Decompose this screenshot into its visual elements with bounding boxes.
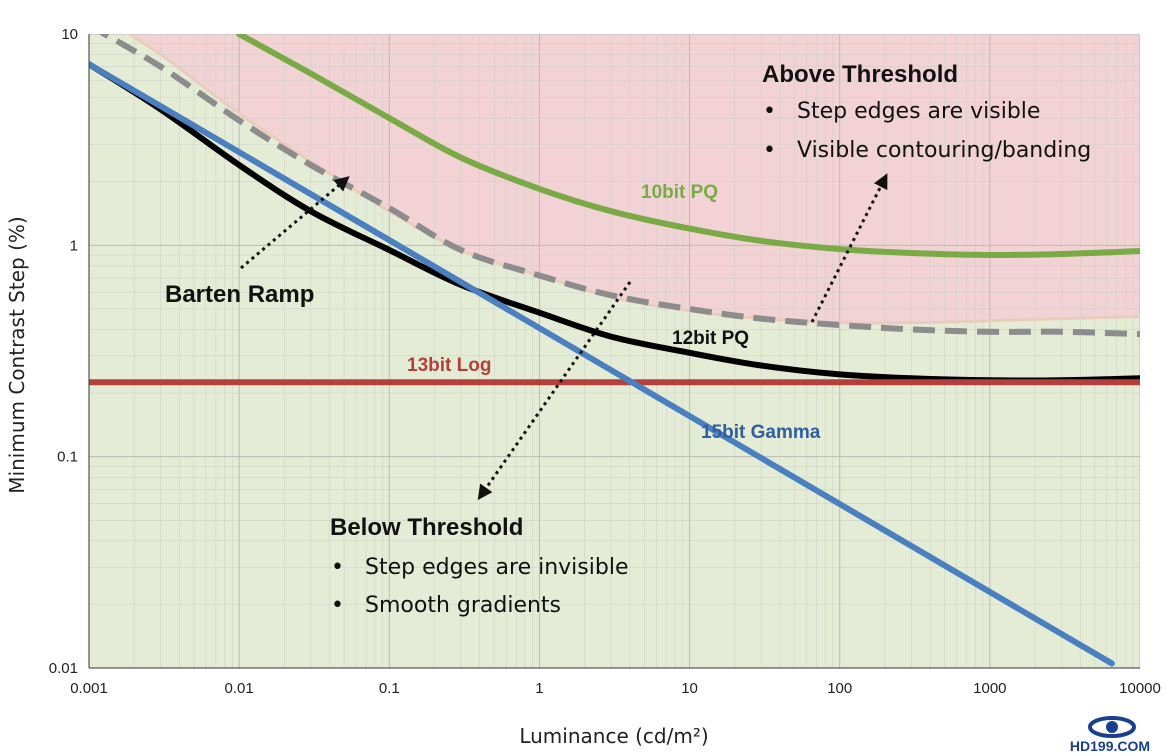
dashed-threshold-line xyxy=(98,34,1140,338)
above-bullet-dot-2: • xyxy=(763,138,776,163)
x-tick-label: 0.1 xyxy=(379,680,400,697)
x-tick-label: 0.01 xyxy=(225,680,254,697)
below-bullet-1: Step edges are invisible xyxy=(365,555,628,580)
below-threshold-annotation: Below Threshold • Step edges are invisib… xyxy=(330,514,628,618)
minor-gridlines xyxy=(89,34,1140,668)
label-15bit-gamma: 15bit Gamma xyxy=(701,422,821,443)
x-tick-label: 1000 xyxy=(973,680,1006,697)
y-axis-title: Minimum Contrast Step (%) xyxy=(5,216,29,493)
10bit-pq-line xyxy=(236,34,1140,259)
watermark: HD199.COM xyxy=(1070,716,1150,754)
label-13bit-log: 13bit Log xyxy=(407,355,491,376)
below-bullet-dot-1: • xyxy=(331,555,344,580)
above-bullet-2: Visible contouring/banding xyxy=(797,138,1091,163)
eye-logo-icon xyxy=(1088,716,1136,738)
y-tick-label: 0.01 xyxy=(49,660,78,677)
x-tick-label: 100 xyxy=(827,680,852,697)
barten-ramp-line xyxy=(126,34,1140,325)
y-tick-labels: 0.01 0.1 1 10 xyxy=(49,26,78,677)
x-tick-label: 10 xyxy=(681,680,698,697)
x-axis-title: Luminance (cd/m²) xyxy=(519,724,708,748)
y-tick-label: 0.1 xyxy=(57,449,78,466)
label-10bit-pq: 10bit PQ xyxy=(641,182,718,203)
below-bullet-dot-2: • xyxy=(331,593,344,618)
x-tick-label: 0.001 xyxy=(70,680,108,697)
x-tick-labels: 0.001 0.01 0.1 1 10 100 1000 10000 xyxy=(70,680,1161,697)
above-bullet-dot-1: • xyxy=(763,99,776,124)
watermark-text: HD199.COM xyxy=(1070,738,1150,754)
above-threshold-arrow xyxy=(810,173,888,323)
arrows xyxy=(240,173,888,501)
series-layer xyxy=(89,34,1140,667)
above-threshold-title: Above Threshold xyxy=(762,61,958,88)
y-tick-label: 1 xyxy=(70,237,78,254)
15bit-gamma-line xyxy=(89,61,1115,667)
x-tick-label: 1 xyxy=(535,680,543,697)
barten-arrow xyxy=(240,176,350,270)
above-bullet-1: Step edges are visible xyxy=(797,99,1040,124)
x-tick-label: 10000 xyxy=(1119,680,1161,697)
above-threshold-annotation: Above Threshold • Step edges are visible… xyxy=(762,61,1091,163)
below-threshold-arrow xyxy=(477,281,632,501)
y-tick-label: 10 xyxy=(61,26,78,43)
label-12bit-pq: 12bit PQ xyxy=(672,328,749,349)
series-labels: 10bit PQ 12bit PQ 13bit Log 15bit Gamma xyxy=(407,182,821,443)
below-bullet-2: Smooth gradients xyxy=(365,593,561,618)
below-threshold-title: Below Threshold xyxy=(330,514,523,541)
barten-ramp-label: Barten Ramp xyxy=(165,281,314,308)
major-gridlines xyxy=(89,34,1140,668)
